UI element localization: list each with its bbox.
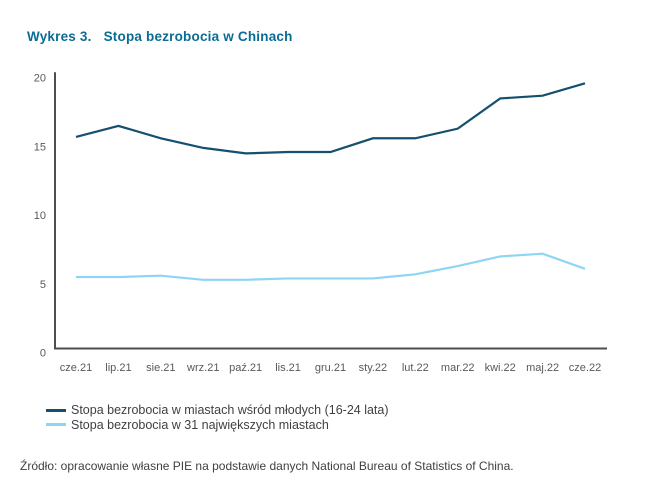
line-chart: 0 5 10 15 20 cze.21 lip.21 sie.21 wrz.21 paź.21 li… (34, 72, 607, 374)
legend-label: Stopa bezrobocia w 31 największych miast… (71, 417, 329, 432)
x-tick-label: kwi.22 (485, 362, 516, 374)
chart-title-text: Stopa bezrobocia w Chinach (103, 29, 293, 44)
legend-line-swatch-dark (46, 408, 66, 412)
series-line-0 (75, 82, 586, 155)
x-tick-label: sie.21 (146, 362, 175, 374)
y-tick-label: 10 (34, 210, 46, 222)
legend: Stopa bezrobocia w miastach wśród młodyc… (46, 403, 389, 432)
x-tick-label: maj.22 (526, 362, 559, 374)
chart-number: Wykres 3. (27, 29, 92, 44)
x-tick-label: mar.22 (441, 362, 475, 374)
x-tick-label: lip.21 (105, 362, 131, 374)
x-tick-label: paź.21 (229, 362, 262, 374)
source-note: Źródło: opracowanie własne PIE na podsta… (20, 459, 514, 473)
axis-lines (54, 72, 607, 350)
x-tick-label: lis.21 (275, 362, 301, 374)
x-tick-label: gru.21 (315, 362, 346, 374)
legend-line-swatch-light (46, 423, 66, 427)
y-tick-label: 5 (40, 279, 46, 291)
legend-label: Stopa bezrobocia w miastach wśród młodyc… (71, 403, 389, 418)
x-tick-label: cze.22 (569, 362, 601, 374)
series-line-1 (76, 252, 586, 281)
x-tick-label: sty.22 (359, 362, 388, 374)
y-tick-label: 20 (34, 73, 46, 85)
legend-item-31-cities-unemployment: Stopa bezrobocia w 31 największych miast… (46, 418, 389, 433)
x-tick-label: wrz.21 (186, 362, 219, 374)
chart-title: Wykres 3. Stopa bezrobocia w Chinach (27, 29, 293, 44)
x-tick-label: lut.22 (402, 362, 429, 374)
y-tick-label: 0 (40, 348, 46, 360)
y-tick-label: 15 (34, 141, 46, 153)
x-tick-label: cze.21 (60, 362, 92, 374)
legend-item-youth-unemployment: Stopa bezrobocia w miastach wśród młodyc… (46, 403, 389, 418)
